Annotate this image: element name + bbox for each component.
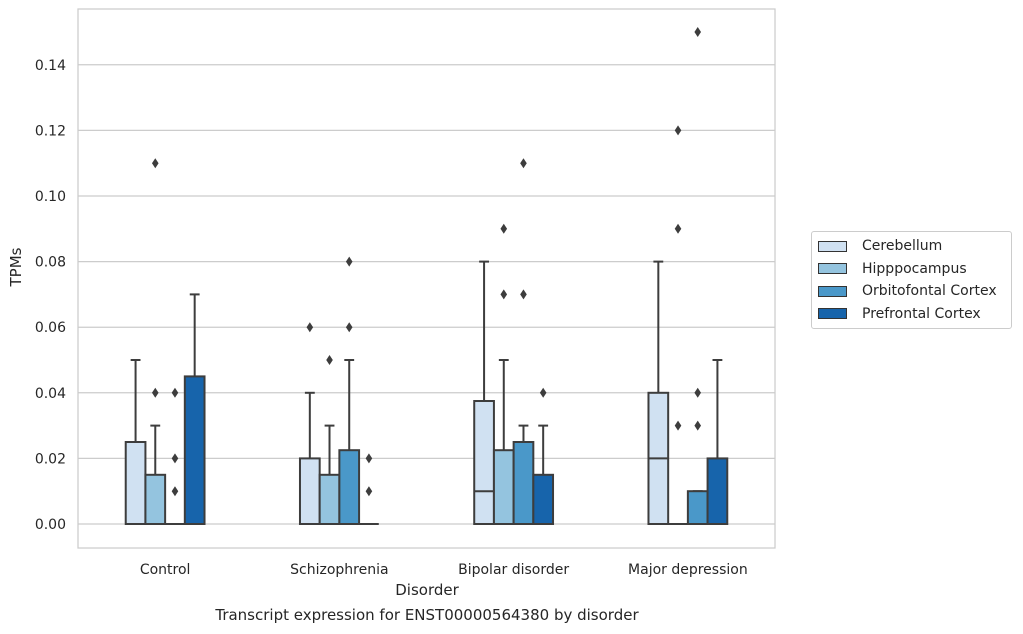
y-tick-label: 0.12 (35, 123, 66, 139)
legend-item-cerebellum: Cerebellum (812, 235, 1011, 258)
legend-swatch-cerebellum (818, 240, 847, 252)
outlier-point (674, 223, 682, 234)
legend-label-orbitofrontal: Orbitofontal Cortex (862, 283, 997, 300)
box-groups (124, 27, 729, 526)
box-group (532, 387, 555, 525)
legend-item-prefrontal: Prefrontal Cortex (812, 303, 1011, 326)
outlier-point (520, 289, 527, 300)
legend-swatch-prefrontal (818, 308, 847, 320)
outlier-point (500, 223, 508, 234)
box-rect (144, 473, 167, 525)
box-group (338, 256, 361, 526)
box-group (144, 158, 167, 525)
y-tick-label: 0.00 (35, 517, 66, 533)
outlier-point (674, 125, 682, 136)
box-group (298, 322, 321, 525)
x-tick-label: Bipolar disorder (458, 562, 569, 578)
outlier-point (151, 387, 159, 398)
legend-item-hippocampus: Hipppocampus (812, 258, 1011, 281)
box-group (124, 359, 147, 525)
outlier-point (326, 355, 333, 365)
legend: Cerebellum Hipppocampus Orbitofontal Cor… (811, 231, 1012, 329)
box-rect (686, 490, 709, 526)
box-rect (298, 457, 321, 525)
box-group (668, 125, 688, 525)
box-group (492, 223, 515, 526)
legend-label-prefrontal: Prefrontal Cortex (862, 305, 981, 322)
chart-caption: Transcript expression for ENST0000056438… (215, 606, 639, 624)
box-group (647, 260, 670, 525)
outlier-point (345, 256, 353, 267)
outlier-point (694, 387, 702, 398)
outlier-point (171, 453, 179, 464)
x-tick-label: Control (140, 562, 191, 578)
x-tick-labels: Control Schizophrenia Bipolar disorder Majo… (140, 562, 748, 578)
outlier-point (365, 453, 373, 464)
legend-swatch-hippocampus (818, 263, 847, 275)
box-group (359, 453, 379, 525)
outlier-point (171, 486, 179, 497)
box-rect (512, 441, 535, 525)
box-group (165, 387, 185, 525)
box-rect (532, 473, 555, 525)
box-group (706, 359, 729, 525)
box-rect (183, 375, 206, 525)
outlier-point (151, 158, 159, 169)
y-tick-label: 0.06 (35, 320, 66, 336)
y-axis-label: TPMs (7, 247, 25, 287)
x-tick-label: Schizophrenia (290, 562, 388, 578)
y-tick-label: 0.02 (35, 451, 66, 467)
outlier-point (539, 387, 547, 398)
box-group (318, 355, 341, 525)
box-rect (338, 449, 361, 526)
box-rect (318, 473, 341, 525)
box-group (512, 158, 535, 525)
outlier-point (171, 387, 179, 398)
y-tick-label: 0.04 (35, 386, 66, 402)
y-tick-label: 0.14 (35, 58, 66, 74)
legend-item-orbitofrontal: Orbitofontal Cortex (812, 280, 1011, 303)
box-rect (492, 449, 515, 526)
box-rect (706, 457, 729, 525)
box-group (183, 293, 206, 525)
outlier-point (674, 420, 682, 431)
y-tick-labels: 0.00 0.02 0.04 0.06 0.08 0.10 0.12 0.14 (35, 58, 66, 533)
plot-frame (77, 8, 776, 549)
outlier-point (306, 322, 314, 333)
y-tick-label: 0.10 (35, 189, 66, 205)
outlier-point (345, 322, 353, 333)
box-group (686, 27, 709, 526)
outlier-point (500, 289, 508, 300)
box-rect (124, 441, 147, 525)
grid-lines (78, 64, 775, 525)
legend-swatch-orbitofrontal (818, 285, 847, 297)
outlier-point (520, 158, 527, 169)
y-tick-label: 0.08 (35, 255, 66, 271)
legend-label-hippocampus: Hipppocampus (862, 260, 967, 277)
outlier-point (694, 420, 702, 431)
x-tick-label: Major depression (628, 562, 748, 578)
legend-label-cerebellum: Cerebellum (862, 238, 943, 255)
outlier-point (694, 27, 702, 37)
box-rect (473, 400, 495, 525)
x-axis-label: Disorder (395, 581, 459, 599)
outlier-point (365, 486, 373, 497)
